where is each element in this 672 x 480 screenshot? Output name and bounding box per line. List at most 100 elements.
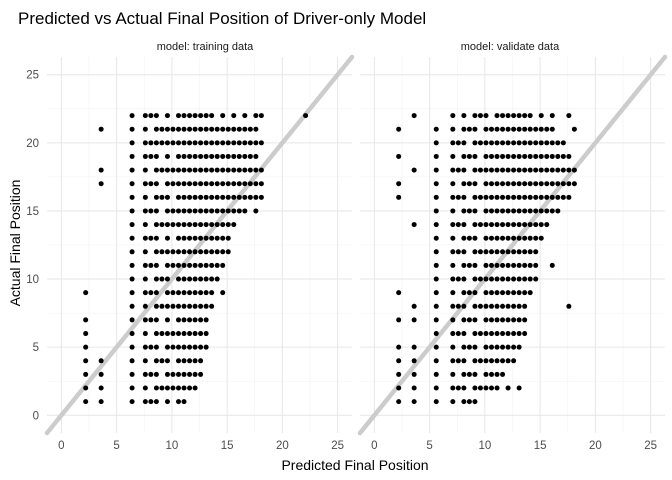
- data-point: [198, 290, 204, 296]
- data-point: [181, 167, 187, 173]
- data-point: [396, 344, 402, 350]
- data-point: [511, 126, 517, 132]
- data-point: [511, 249, 517, 255]
- data-point: [192, 126, 198, 132]
- data-point: [483, 303, 489, 309]
- data-point: [176, 262, 182, 268]
- data-point: [494, 167, 500, 173]
- data-point: [505, 208, 511, 214]
- data-point: [505, 167, 511, 173]
- data-point: [544, 194, 550, 200]
- data-point: [516, 208, 522, 214]
- data-point: [505, 276, 511, 282]
- data-point: [396, 385, 402, 391]
- data-point: [129, 153, 135, 159]
- data-point: [148, 113, 154, 119]
- data-point: [411, 317, 417, 323]
- data-point: [176, 222, 182, 228]
- data-point: [181, 113, 187, 119]
- data-point: [494, 303, 500, 309]
- data-point: [516, 385, 522, 391]
- data-point: [176, 208, 182, 214]
- data-point: [494, 249, 500, 255]
- data-point: [500, 140, 506, 146]
- data-point: [187, 385, 193, 391]
- data-point: [225, 181, 231, 187]
- data-point: [164, 235, 170, 241]
- data-point: [500, 331, 506, 337]
- data-point: [181, 140, 187, 146]
- data-point: [153, 303, 159, 309]
- data-point: [511, 194, 517, 200]
- data-point: [544, 208, 550, 214]
- data-point: [450, 317, 456, 323]
- data-point: [472, 113, 478, 119]
- data-point: [494, 208, 500, 214]
- reference-line-validate: [357, 54, 668, 436]
- data-point: [466, 317, 472, 323]
- data-point: [187, 208, 193, 214]
- data-point: [477, 358, 483, 364]
- data-point: [164, 181, 170, 187]
- data-point: [225, 153, 231, 159]
- data-point: [411, 358, 417, 364]
- data-point: [187, 344, 193, 350]
- data-point: [511, 235, 517, 241]
- data-point: [549, 262, 555, 268]
- data-point: [533, 167, 539, 173]
- data-point: [411, 371, 417, 377]
- data-point: [500, 358, 506, 364]
- data-point: [192, 276, 198, 282]
- data-point: [494, 181, 500, 187]
- data-point: [253, 126, 259, 132]
- data-point: [455, 167, 461, 173]
- x-tick-label: 5: [426, 440, 432, 452]
- data-point: [181, 331, 187, 337]
- data-point: [192, 344, 198, 350]
- data-point: [494, 153, 500, 159]
- data-point: [214, 249, 220, 255]
- data-point: [225, 208, 231, 214]
- data-point: [472, 317, 478, 323]
- data-point: [500, 126, 506, 132]
- data-point: [560, 140, 566, 146]
- data-point: [209, 167, 215, 173]
- data-point: [472, 249, 478, 255]
- data-point: [544, 167, 550, 173]
- data-point: [538, 126, 544, 132]
- data-point: [153, 153, 159, 159]
- data-point: [129, 249, 135, 255]
- data-point: [159, 167, 165, 173]
- data-point: [142, 331, 148, 337]
- data-point: [258, 181, 264, 187]
- data-point: [450, 222, 456, 228]
- data-point: [450, 303, 456, 309]
- data-point: [231, 181, 237, 187]
- data-point: [461, 181, 467, 187]
- data-point: [225, 249, 231, 255]
- data-point: [433, 358, 439, 364]
- data-point: [494, 331, 500, 337]
- data-point: [231, 113, 237, 119]
- data-point: [236, 208, 242, 214]
- data-point: [192, 249, 198, 255]
- data-point: [527, 276, 533, 282]
- data-point: [483, 235, 489, 241]
- data-point: [98, 126, 104, 132]
- data-point: [450, 249, 456, 255]
- data-point: [516, 317, 522, 323]
- data-point: [511, 276, 517, 282]
- data-point: [450, 167, 456, 173]
- data-point: [247, 126, 253, 132]
- data-point: [170, 331, 176, 337]
- data-point: [450, 181, 456, 187]
- data-point: [549, 153, 555, 159]
- data-point: [198, 344, 204, 350]
- data-point: [483, 290, 489, 296]
- data-point: [472, 303, 478, 309]
- data-point: [164, 317, 170, 323]
- data-point: [433, 276, 439, 282]
- data-point: [472, 399, 478, 405]
- data-point: [181, 344, 187, 350]
- data-point: [247, 140, 253, 146]
